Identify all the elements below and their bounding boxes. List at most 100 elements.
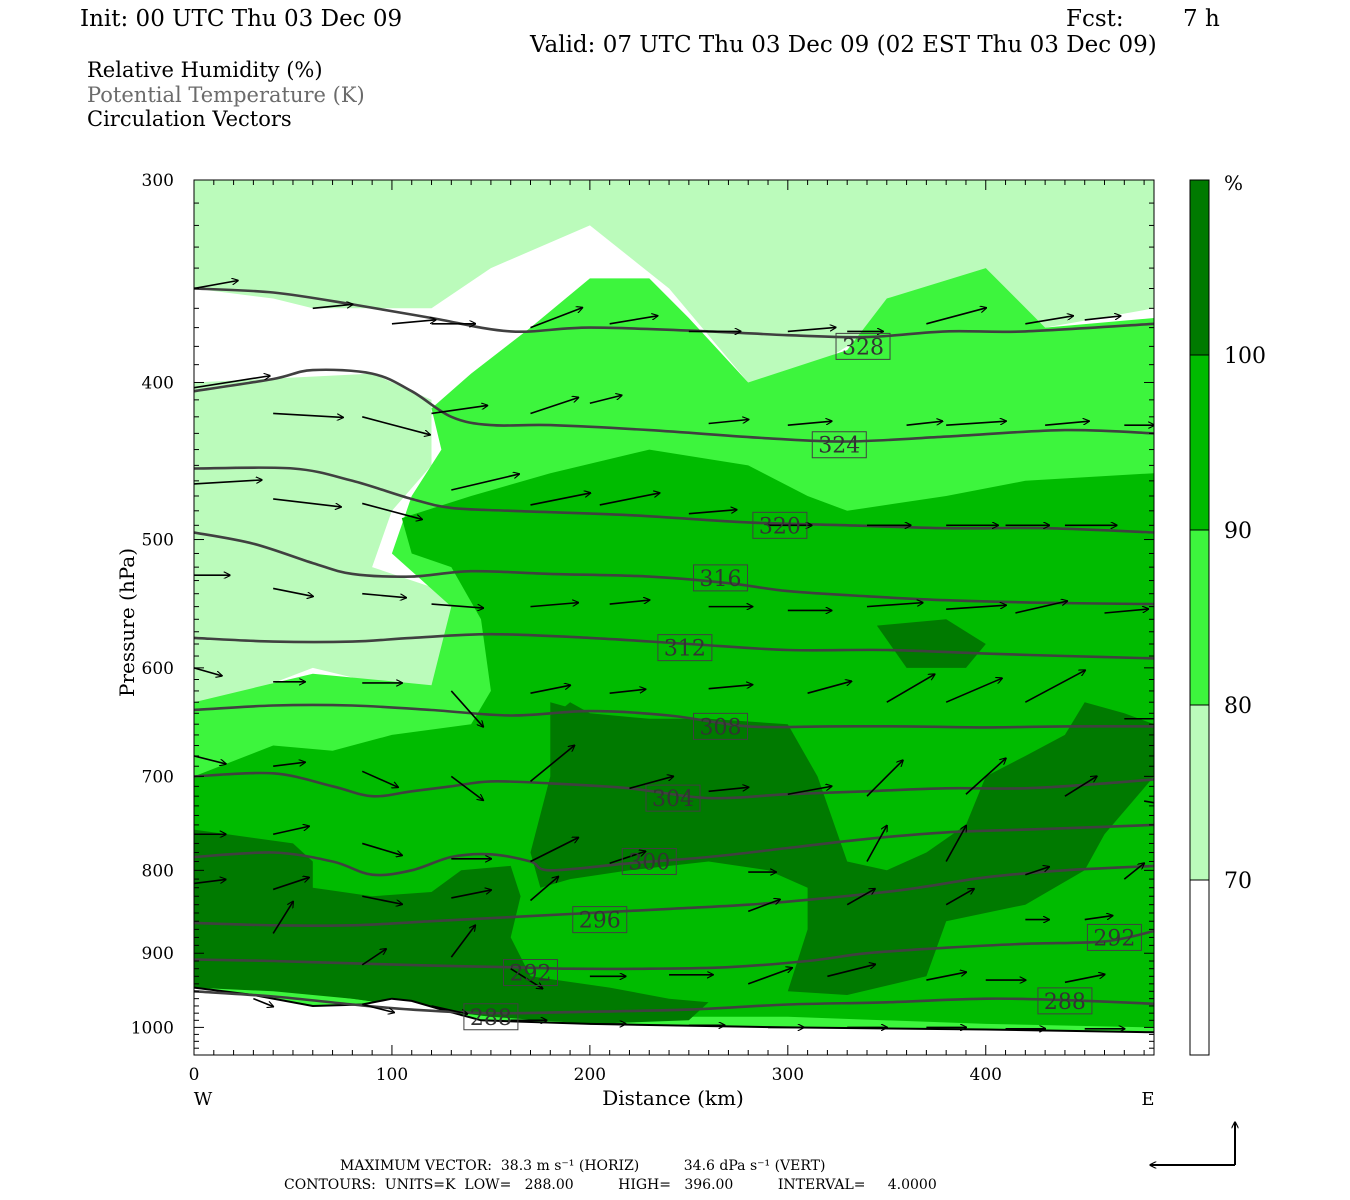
circulation-vector xyxy=(273,826,309,836)
rh-region-6 xyxy=(194,829,709,1024)
circulation-vector xyxy=(194,755,226,764)
circulation-vector xyxy=(965,758,1006,795)
circulation-vector xyxy=(391,320,436,325)
x-tick-label: 200 xyxy=(574,1065,606,1085)
legend-circulation-vectors: Circulation Vectors xyxy=(87,107,292,131)
circulation-vector xyxy=(846,889,875,906)
rh-region-7 xyxy=(876,619,986,668)
y-tick-label: 1000 xyxy=(131,1018,174,1038)
x-tick-label: 100 xyxy=(376,1065,408,1085)
terrain-mask xyxy=(194,987,1154,1055)
theta-contour-324 xyxy=(194,368,1154,443)
contour-label-312: 312 xyxy=(664,637,706,662)
circulation-vector xyxy=(827,964,875,978)
colorbar-label: 100 xyxy=(1224,344,1266,369)
contour-label-box xyxy=(572,906,628,934)
circulation-vector xyxy=(362,895,402,904)
circulation-vector xyxy=(1015,601,1067,614)
circulation-vector xyxy=(362,416,430,435)
legend-relative-humidity: Relative Humidity (%) xyxy=(87,58,323,82)
circulation-vector xyxy=(787,786,832,796)
y-axis-title: Pressure (hPa) xyxy=(115,548,139,697)
circulation-vector xyxy=(431,1005,468,1014)
circulation-vector xyxy=(787,327,836,333)
colorbar-label: 80 xyxy=(1224,694,1252,719)
circulation-vector xyxy=(1104,609,1149,614)
circulation-vector xyxy=(530,837,578,863)
circulation-vector xyxy=(530,493,590,506)
circulation-vector xyxy=(450,690,483,727)
circulation-vector xyxy=(589,395,622,405)
contour-label-box xyxy=(502,959,558,987)
theta-contour-312 xyxy=(194,632,1154,660)
colorbar-swatch xyxy=(1189,879,1210,1056)
contour-label-288: 288 xyxy=(1044,990,1086,1015)
relative-humidity-field xyxy=(194,180,1154,1055)
circulation-vector xyxy=(807,681,852,694)
circulation-vector xyxy=(609,316,658,325)
circulation-vector xyxy=(1025,316,1073,325)
rh-region-0 xyxy=(194,180,1154,383)
circulation-vector xyxy=(708,787,749,793)
circulation-vector xyxy=(194,879,226,885)
x-end-label-west: W xyxy=(194,1089,213,1110)
theta-contour-296 xyxy=(194,864,1154,928)
legend-potential-temperature: Potential Temperature (K) xyxy=(87,83,365,107)
circulation-vector xyxy=(451,474,519,491)
circulation-vector xyxy=(946,605,1006,610)
forecast-label: Fcst: xyxy=(1066,6,1124,32)
circulation-vector xyxy=(450,775,483,800)
circulation-vector xyxy=(312,304,353,310)
x-tick-label: 0 xyxy=(189,1065,200,1085)
colorbar-unit: % xyxy=(1224,171,1243,195)
circulation-vector xyxy=(926,972,966,981)
theta-contour-300 xyxy=(194,823,1154,877)
contour-label-box xyxy=(621,847,677,875)
y-tick-label: 500 xyxy=(142,531,174,551)
circulation-vector xyxy=(253,997,273,1007)
x-axis-title: Distance (km) xyxy=(602,1086,744,1110)
contour-info-note: CONTOURS: UNITS=K LOW= 288.00 HIGH= 396.… xyxy=(284,1177,937,1193)
rh-region-5 xyxy=(530,702,1154,995)
circulation-vector xyxy=(530,308,582,329)
circulation-vector xyxy=(272,901,293,934)
circulation-vector xyxy=(747,968,792,985)
circulation-vector xyxy=(926,308,986,325)
maximum-vector-note: MAXIMUM VECTOR: 38.3 m s⁻¹ (HORIZ) 34.6 … xyxy=(340,1158,826,1174)
circulation-vector xyxy=(530,603,578,608)
contour-label-box xyxy=(1037,987,1093,1015)
colorbar-swatch xyxy=(1189,529,1210,706)
circulation-vector xyxy=(945,825,966,862)
contour-label-box xyxy=(645,784,701,812)
circulation-vector xyxy=(273,587,313,596)
circulation-vector xyxy=(194,480,262,485)
contour-label-box xyxy=(835,332,891,360)
circulation-vector xyxy=(361,770,398,787)
x-tick-label: 300 xyxy=(772,1065,804,1085)
forecast-hours: 7 h xyxy=(1183,6,1220,32)
circulation-vector xyxy=(529,745,574,782)
circulation-vector xyxy=(945,889,974,906)
theta-contour-304 xyxy=(194,771,1154,800)
contour-labels: 328 324 320 316 312 308 304 300 296 292 292 288 288 xyxy=(463,332,1142,1031)
contour-label-308: 308 xyxy=(700,715,742,740)
circulation-vector xyxy=(787,421,832,426)
circulation-vector xyxy=(1064,974,1105,984)
contour-label-288: 288 xyxy=(470,1006,512,1031)
circulation-vector xyxy=(530,397,578,415)
rh-region-8 xyxy=(550,702,590,719)
contour-label-292: 292 xyxy=(509,962,551,987)
circulation-vector xyxy=(451,890,491,899)
circulation-vector xyxy=(450,925,475,958)
circulation-vector xyxy=(599,493,660,506)
contour-label-316: 316 xyxy=(700,567,742,592)
contour-label-292: 292 xyxy=(1093,926,1135,951)
contour-label-320: 320 xyxy=(759,514,801,539)
colorbar: 100 90 80 70% xyxy=(1189,171,1266,1056)
circulation-vector xyxy=(688,510,737,515)
circulation-vector xyxy=(362,502,422,519)
circulation-vectors xyxy=(194,280,1154,1028)
x-tick-label: 400 xyxy=(970,1065,1002,1085)
contour-label-296: 296 xyxy=(579,909,621,934)
contour-label-box xyxy=(693,712,749,740)
